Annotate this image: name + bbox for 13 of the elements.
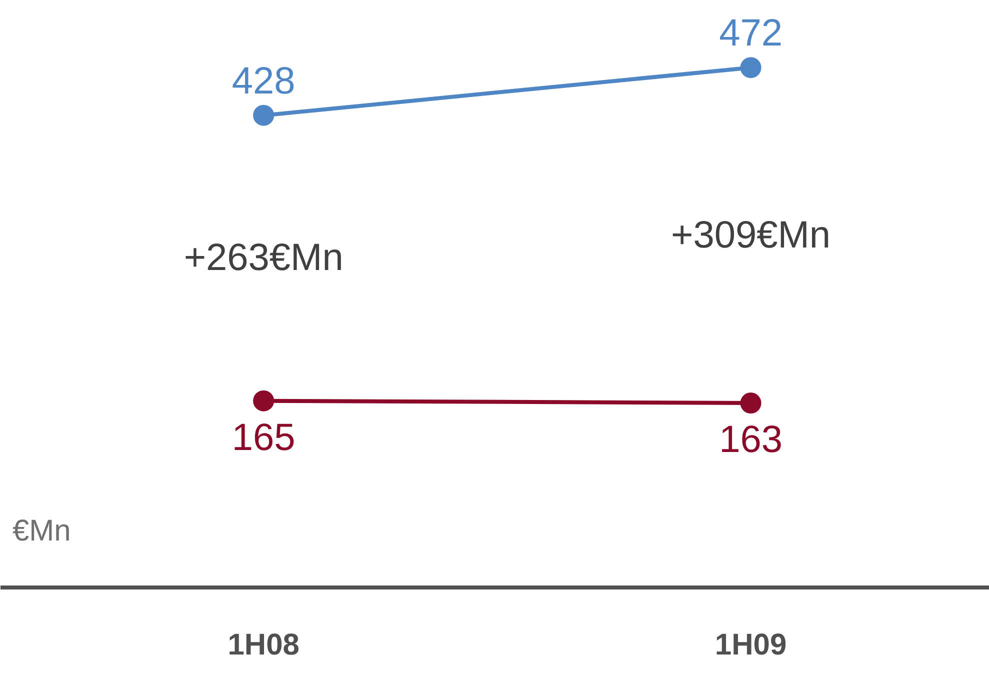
point	[253, 390, 274, 412]
data-label: 165	[232, 416, 296, 459]
data-label: 163	[719, 419, 782, 462]
x-tick-label: 1H08	[228, 628, 300, 662]
point	[253, 104, 274, 126]
text: €Mn	[12, 514, 71, 548]
data-label: 428	[232, 60, 296, 102]
data-label: 472	[719, 12, 782, 55]
point	[740, 392, 762, 414]
annotation: +263€Mn	[184, 237, 344, 280]
point	[740, 57, 762, 78]
annotation: +309€Mn	[671, 214, 831, 256]
x-tick-label: 1H09	[714, 628, 787, 662]
